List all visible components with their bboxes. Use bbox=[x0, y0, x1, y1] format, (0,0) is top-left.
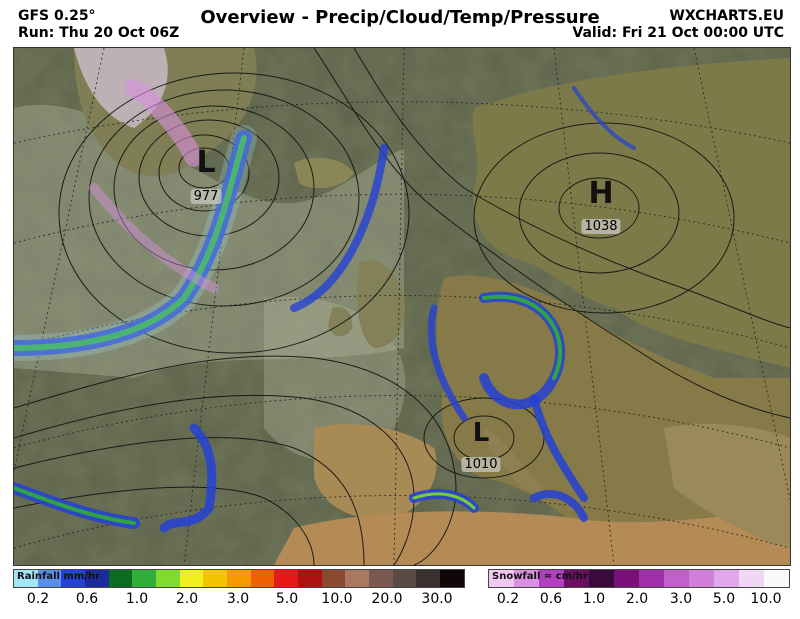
legend-swatch bbox=[37, 570, 62, 587]
turkey-land bbox=[664, 423, 790, 548]
legend-tick-label: 0.2 bbox=[496, 591, 520, 607]
legend-swatch bbox=[739, 570, 764, 587]
isobars bbox=[14, 48, 790, 565]
legend-tick-label: 0.6 bbox=[539, 591, 563, 607]
legend-swatch bbox=[250, 570, 275, 587]
legend-tick-label: 5.0 bbox=[712, 591, 736, 607]
legend-swatch bbox=[369, 570, 393, 587]
snowfall-legend: Snowfall ≈ cm/hr bbox=[488, 569, 790, 588]
legend-title: Rainfall mm/hr bbox=[17, 571, 100, 582]
legend-swatch bbox=[639, 570, 664, 587]
legend-swatch bbox=[664, 570, 689, 587]
legend-swatch bbox=[514, 570, 539, 587]
run-label: Run: Thu 20 Oct 06Z bbox=[18, 25, 180, 41]
legend-tick-label: 2.0 bbox=[175, 591, 199, 607]
legend-swatch bbox=[539, 570, 564, 587]
legend-swatch bbox=[132, 570, 157, 587]
legend-swatch bbox=[416, 570, 441, 587]
legend-title: Snowfall ≈ cm/hr bbox=[492, 571, 588, 582]
legend-tick-label: 0.2 bbox=[26, 591, 50, 607]
legend-tick-label: 1.0 bbox=[125, 591, 149, 607]
legend-tick-label: 5.0 bbox=[275, 591, 299, 607]
low-pressure-value: 1010 bbox=[461, 457, 501, 472]
legend-swatch bbox=[764, 570, 789, 587]
legend-swatch bbox=[589, 570, 614, 587]
legend-swatch bbox=[298, 570, 322, 587]
rainfall-legend: Rainfall mm/hr bbox=[13, 569, 465, 588]
high-pressure-symbol: H bbox=[588, 176, 614, 211]
valid-time-label: Valid: Fri 21 Oct 00:00 UTC bbox=[572, 25, 784, 41]
legend-tick-label: 10.0 bbox=[750, 591, 782, 607]
north-africa-land bbox=[274, 508, 790, 565]
legend-tick-label: 1.0 bbox=[582, 591, 606, 607]
legend-swatch bbox=[203, 570, 228, 587]
map-canvas bbox=[14, 48, 790, 565]
legend-swatch bbox=[489, 570, 514, 587]
legend-swatch bbox=[392, 570, 417, 587]
legend-tick-label: 0.6 bbox=[75, 591, 99, 607]
legend-swatch bbox=[85, 570, 109, 587]
legend-swatch bbox=[61, 570, 86, 587]
legend-tick-label: 3.0 bbox=[669, 591, 693, 607]
legend-swatch bbox=[321, 570, 346, 587]
iceland-land bbox=[294, 157, 354, 189]
legend-swatch bbox=[614, 570, 639, 587]
legend-tick-label: 20.0 bbox=[371, 591, 403, 607]
legend-swatch bbox=[440, 570, 464, 587]
legend-swatch bbox=[714, 570, 739, 587]
legend-swatch bbox=[156, 570, 180, 587]
britain-land bbox=[357, 260, 405, 348]
legend-swatch bbox=[108, 570, 133, 587]
high-pressure-value: 1038 bbox=[581, 219, 621, 234]
legend-swatch bbox=[345, 570, 370, 587]
legend-swatch bbox=[14, 570, 38, 587]
low-pressure-symbol: L bbox=[196, 145, 216, 180]
legend-swatch bbox=[564, 570, 589, 587]
chart-title: Overview - Precip/Cloud/Temp/Pressure bbox=[200, 7, 600, 28]
precip-bands bbox=[14, 79, 636, 533]
greenland-snow bbox=[74, 48, 168, 128]
model-label: GFS 0.25° bbox=[18, 8, 96, 24]
scandinavia-land bbox=[472, 58, 790, 368]
legend-swatch bbox=[179, 570, 204, 587]
legend-tick-label: 10.0 bbox=[321, 591, 353, 607]
legend-swatch bbox=[227, 570, 251, 587]
brand-label: WXCHARTS.EU bbox=[669, 8, 784, 24]
legend-tick-label: 2.0 bbox=[625, 591, 649, 607]
low-pressure-value: 977 bbox=[190, 189, 222, 204]
legend-tick-label: 3.0 bbox=[226, 591, 250, 607]
ireland-land bbox=[328, 306, 353, 337]
legend-tick-label: 30.0 bbox=[421, 591, 453, 607]
low-pressure-symbol: L bbox=[472, 418, 490, 448]
legend-swatch bbox=[689, 570, 714, 587]
weather-map[interactable]: L 977 H 1038 L 1010 bbox=[13, 47, 791, 566]
italy-land bbox=[484, 428, 544, 493]
legend-swatch bbox=[274, 570, 299, 587]
